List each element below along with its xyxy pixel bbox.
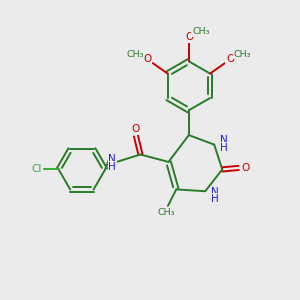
Text: O: O [131,124,140,134]
Text: N: N [220,135,228,145]
Text: O: O [241,163,249,173]
Text: O: O [226,54,235,64]
Text: CH₃: CH₃ [192,27,209,36]
Text: CH₃: CH₃ [158,208,175,217]
Text: H: H [211,194,219,204]
Text: H: H [109,162,116,172]
Text: H: H [220,142,228,153]
Text: N: N [109,154,116,164]
Text: O: O [185,32,194,42]
Text: O: O [143,54,152,64]
Text: Cl: Cl [31,164,41,174]
Text: N: N [211,187,219,197]
Text: CH₃: CH₃ [126,50,143,58]
Text: CH₃: CH₃ [233,50,251,58]
